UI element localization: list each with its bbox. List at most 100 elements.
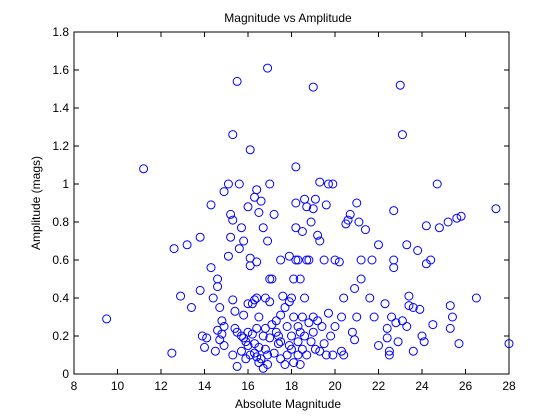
data-point [387, 312, 397, 322]
data-point [284, 251, 294, 261]
y-tick-label: 1.2 [52, 139, 69, 153]
data-point [408, 346, 418, 356]
data-point [337, 312, 347, 322]
data-point [417, 331, 427, 341]
data-point [256, 196, 266, 206]
data-point [273, 339, 283, 349]
data-point [397, 316, 407, 326]
data-point [215, 335, 225, 345]
data-point [360, 225, 370, 235]
data-point [287, 344, 296, 354]
data-point [408, 303, 418, 312]
data-point [323, 308, 333, 318]
data-point [302, 350, 312, 360]
data-point [254, 342, 264, 352]
data-point [280, 303, 290, 312]
data-point [352, 312, 362, 322]
data-point [369, 312, 379, 322]
data-point [293, 350, 303, 360]
data-point [232, 361, 242, 371]
data-point [247, 329, 257, 339]
data-point [228, 215, 238, 225]
data-point [243, 202, 253, 212]
data-point [243, 341, 253, 350]
x-tick-label: 24 [415, 379, 429, 393]
data-point [313, 230, 323, 240]
data-markers [102, 63, 514, 373]
data-point [278, 291, 288, 301]
data-point [302, 202, 312, 212]
data-point [245, 145, 255, 155]
data-point [352, 198, 362, 208]
x-tick-label: 26 [459, 379, 473, 393]
data-point [291, 255, 301, 265]
data-point [421, 221, 431, 231]
data-point [443, 217, 453, 227]
data-point [306, 337, 316, 347]
data-point [326, 331, 336, 341]
x-axis-label: Absolute Magnitude [235, 397, 341, 411]
data-point [350, 284, 360, 293]
data-point [258, 223, 268, 233]
data-point [263, 236, 273, 246]
data-point [230, 306, 240, 316]
data-point [276, 255, 286, 265]
data-point [228, 350, 238, 360]
x-tick-label: 20 [328, 379, 342, 393]
data-point [452, 213, 462, 223]
x-tick-label: 22 [372, 379, 386, 393]
data-point [302, 255, 312, 265]
data-point [169, 244, 179, 254]
data-point [236, 331, 246, 341]
data-point [389, 206, 399, 216]
data-point [343, 215, 353, 225]
data-point [234, 244, 244, 254]
data-point [102, 314, 112, 324]
data-point [295, 274, 305, 284]
x-tick-label: 18 [285, 379, 299, 393]
data-point [280, 360, 290, 369]
data-point [339, 350, 349, 360]
data-point [236, 346, 246, 356]
data-point [454, 339, 464, 349]
data-point [250, 295, 260, 305]
data-point [308, 204, 318, 214]
data-point [252, 293, 262, 303]
data-point [289, 312, 299, 322]
data-point [263, 350, 273, 360]
y-tick-label: 0 [62, 367, 69, 381]
data-point [252, 323, 262, 333]
data-point [313, 316, 323, 326]
y-axis-label: Amplitude (mags) [29, 156, 43, 250]
data-point [434, 223, 444, 233]
data-point [265, 179, 275, 189]
data-point [432, 179, 442, 189]
data-point [315, 177, 325, 187]
data-point [256, 354, 266, 364]
data-point [245, 261, 255, 271]
data-point [293, 255, 303, 265]
data-point [265, 297, 275, 307]
data-point [219, 187, 229, 197]
data-point [276, 354, 286, 364]
data-point [289, 274, 299, 284]
chart-title: Magnitude vs Amplitude [224, 11, 352, 25]
data-point [282, 322, 292, 331]
x-tick-label: 16 [241, 379, 255, 393]
data-point [306, 217, 316, 227]
data-point [384, 346, 394, 356]
data-point [276, 337, 286, 347]
data-point [374, 341, 383, 350]
data-point [404, 301, 414, 311]
data-point [210, 346, 220, 356]
data-point [504, 339, 514, 349]
data-point [263, 360, 273, 369]
data-point [354, 217, 364, 227]
data-point [319, 339, 329, 349]
data-point [310, 344, 320, 354]
data-point [382, 333, 392, 343]
data-point [315, 346, 325, 356]
data-point [447, 312, 457, 322]
y-tick-label: 1.4 [52, 101, 69, 115]
